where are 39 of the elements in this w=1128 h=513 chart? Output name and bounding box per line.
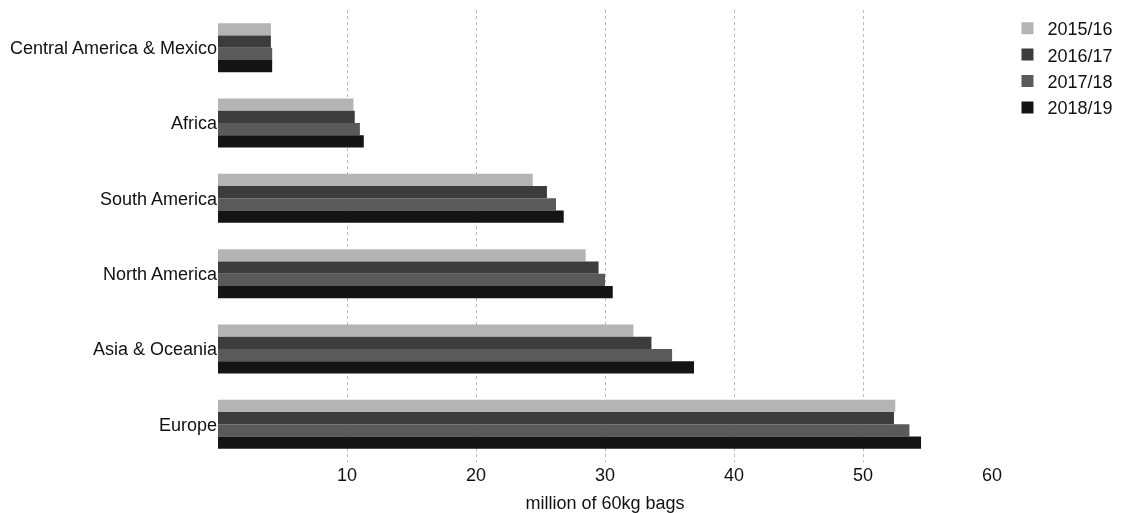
bar: [218, 273, 605, 286]
bar: [218, 135, 364, 148]
bar: [218, 210, 564, 223]
bar: [218, 98, 354, 111]
legend-label: 2017/18: [1047, 72, 1113, 93]
x-tick-label: 20: [465, 465, 487, 485]
bar: [218, 361, 695, 374]
x-tick-label: 30: [594, 465, 616, 485]
bar: [218, 399, 896, 413]
bar: [218, 186, 547, 199]
bar: [218, 412, 894, 425]
x-tick-label: 40: [723, 465, 745, 485]
y-tick-label: North America: [102, 263, 218, 284]
legend-label: 2018/19: [1047, 98, 1113, 119]
bar: [218, 47, 273, 60]
y-tick-label: Africa: [170, 113, 218, 134]
legend-label: 2016/17: [1047, 45, 1113, 66]
bar: [218, 23, 271, 36]
bar: [218, 59, 273, 73]
x-tick-label: 10: [336, 465, 358, 485]
bar: [218, 198, 556, 211]
bar: [218, 285, 613, 299]
y-tick-label: Asia & Oceania: [92, 339, 218, 360]
x-tick-label: 50: [852, 465, 874, 485]
bar: [218, 35, 271, 48]
bar: [218, 349, 673, 362]
y-tick-label: Central America & Mexico: [9, 37, 217, 58]
legend-label: 2015/16: [1047, 19, 1113, 40]
bar: [218, 261, 599, 274]
bar: [218, 123, 360, 136]
x-axis-title: million of 60kg bags: [525, 493, 685, 513]
x-tick-label: 60: [981, 465, 1003, 485]
bar: [218, 424, 910, 437]
bar: [218, 249, 586, 262]
y-tick-label: South America: [99, 188, 218, 209]
bar: [218, 436, 922, 449]
bar: [218, 110, 355, 123]
bar: [218, 336, 652, 349]
y-tick-label: Europe: [158, 414, 217, 435]
